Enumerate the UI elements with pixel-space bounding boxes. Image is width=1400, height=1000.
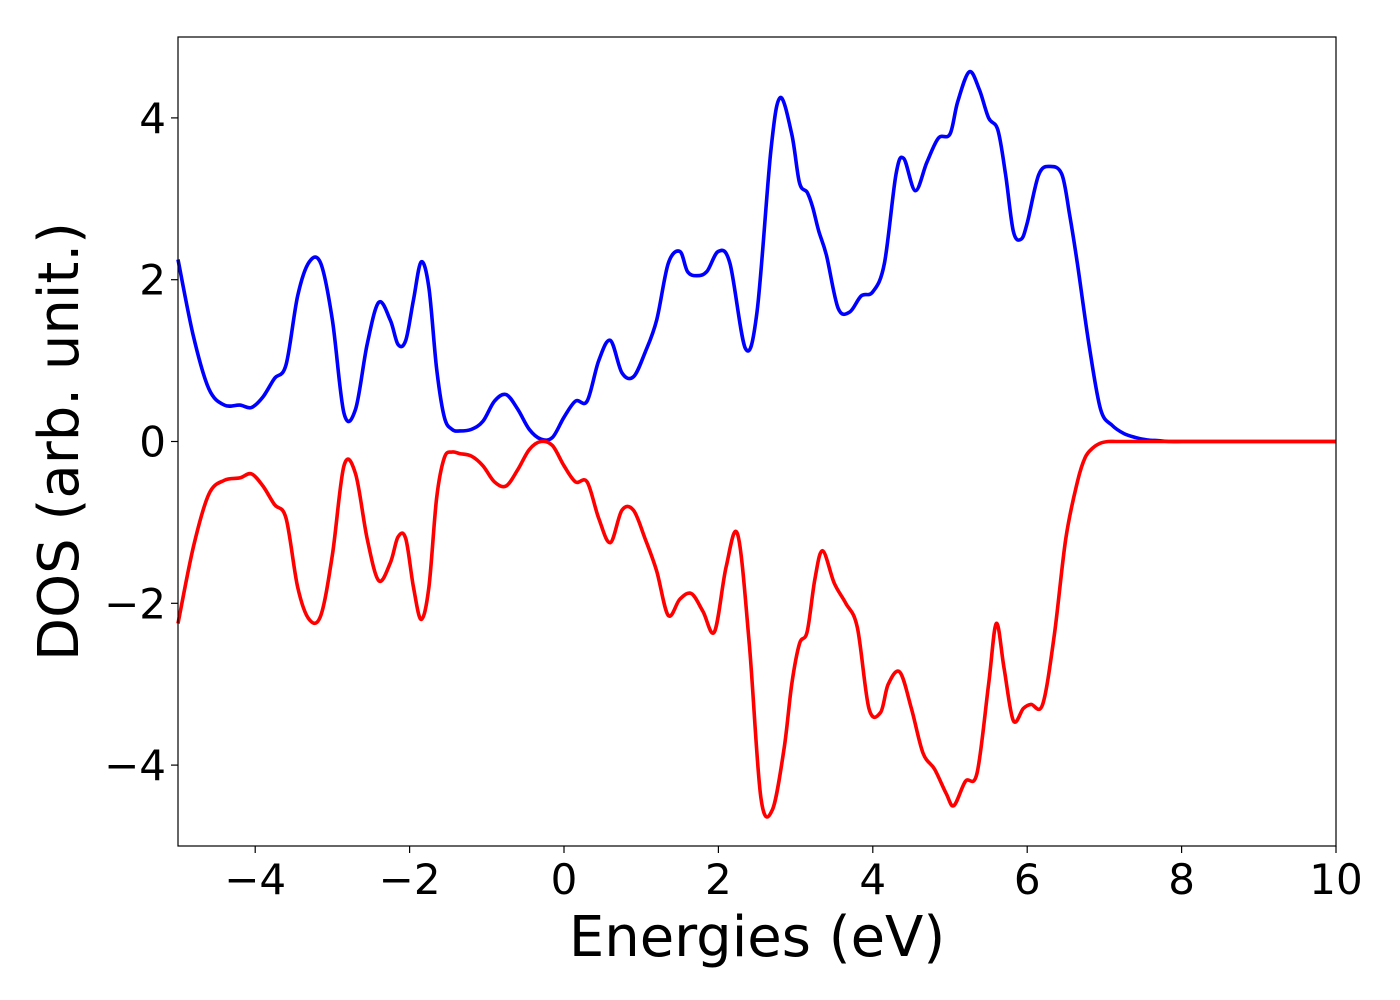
y-tick-label: −2 bbox=[104, 579, 166, 628]
x-tick-label: 0 bbox=[551, 855, 578, 904]
y-tick-label: 4 bbox=[139, 94, 166, 143]
series-layer bbox=[176, 69, 1336, 819]
y-axis: −4 −2 0 2 4 bbox=[104, 94, 178, 790]
x-tick-label: 10 bbox=[1309, 855, 1362, 904]
x-axis-title: Energies (eV) bbox=[569, 905, 945, 970]
dos-series-line-1 bbox=[176, 69, 1336, 444]
y-tick-label: 2 bbox=[139, 256, 166, 305]
y-tick-label: −4 bbox=[104, 741, 166, 790]
y-axis-title: DOS (arb. unit.) bbox=[27, 222, 92, 661]
x-tick-label: −4 bbox=[224, 855, 286, 904]
dos-series-line-2 bbox=[176, 439, 1336, 819]
x-axis: −4 −2 0 2 4 6 8 10 bbox=[224, 846, 1363, 904]
y-tick-label: 0 bbox=[139, 418, 166, 467]
x-tick-label: −2 bbox=[379, 855, 441, 904]
x-tick-label: 4 bbox=[859, 855, 886, 904]
x-tick-label: 8 bbox=[1168, 855, 1195, 904]
x-tick-label: 6 bbox=[1014, 855, 1041, 904]
x-tick-label: 2 bbox=[705, 855, 732, 904]
